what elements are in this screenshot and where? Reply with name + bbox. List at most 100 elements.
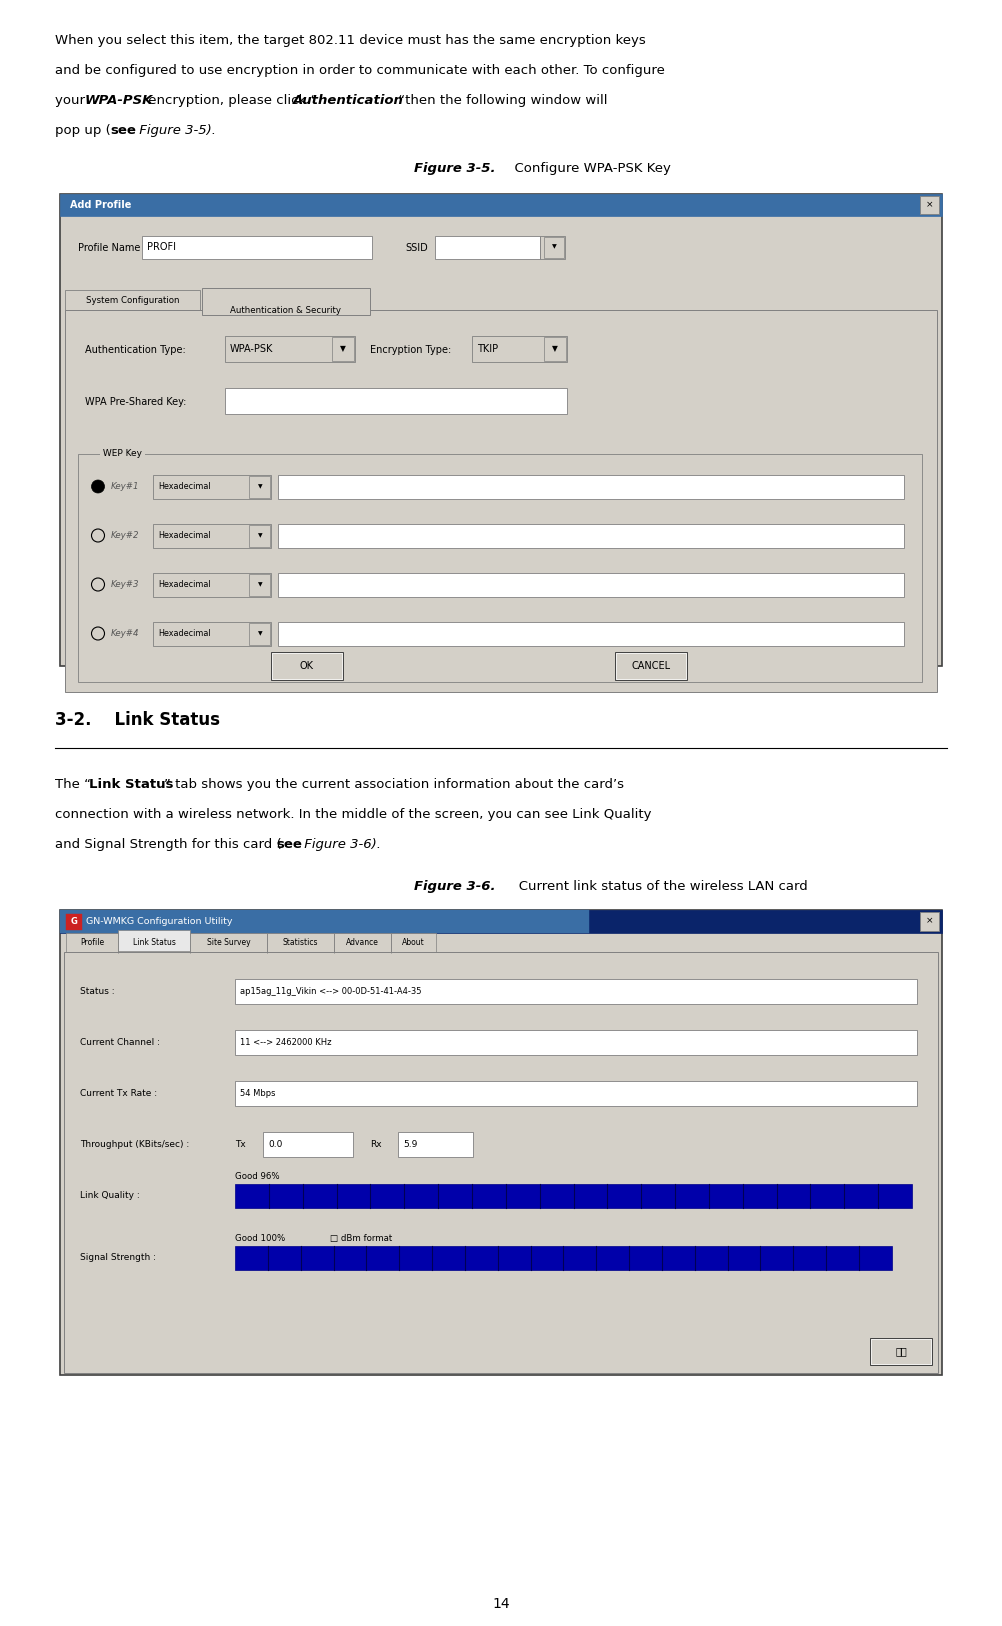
Text: Hexadecimal: Hexadecimal xyxy=(158,481,210,491)
Text: Good 100%: Good 100% xyxy=(235,1234,286,1242)
FancyBboxPatch shape xyxy=(60,193,942,667)
FancyBboxPatch shape xyxy=(278,621,904,646)
FancyBboxPatch shape xyxy=(153,621,271,646)
Text: WPA-PSK: WPA-PSK xyxy=(84,94,153,107)
FancyBboxPatch shape xyxy=(202,288,370,314)
Text: encryption, please click “: encryption, please click “ xyxy=(144,94,318,107)
Text: CANCEL: CANCEL xyxy=(631,660,670,670)
Text: WPA-PSK: WPA-PSK xyxy=(230,345,274,354)
Text: □ dBm format: □ dBm format xyxy=(330,1234,392,1242)
FancyBboxPatch shape xyxy=(332,337,354,361)
FancyBboxPatch shape xyxy=(235,1081,917,1106)
Text: Current Tx Rate :: Current Tx Rate : xyxy=(80,1089,157,1098)
Text: 11 <--> 2462000 KHz: 11 <--> 2462000 KHz xyxy=(240,1037,332,1047)
Text: Figure 3-6.: Figure 3-6. xyxy=(415,880,496,893)
FancyBboxPatch shape xyxy=(60,911,942,932)
FancyBboxPatch shape xyxy=(118,930,190,951)
Text: Throughput (KBits/sec) :: Throughput (KBits/sec) : xyxy=(80,1140,189,1150)
Text: Profile Name: Profile Name xyxy=(78,242,140,252)
Text: WEP Key: WEP Key xyxy=(100,449,145,459)
FancyBboxPatch shape xyxy=(472,337,567,363)
FancyBboxPatch shape xyxy=(235,1029,917,1055)
FancyBboxPatch shape xyxy=(267,932,334,953)
FancyBboxPatch shape xyxy=(278,572,904,597)
FancyBboxPatch shape xyxy=(60,911,942,1376)
Text: ▼: ▼ xyxy=(341,345,347,353)
Text: SSID: SSID xyxy=(405,242,428,252)
FancyBboxPatch shape xyxy=(921,195,939,215)
Text: Authentication Type:: Authentication Type: xyxy=(85,345,185,354)
Text: ×: × xyxy=(926,917,934,925)
FancyBboxPatch shape xyxy=(398,1132,473,1156)
FancyBboxPatch shape xyxy=(225,389,567,415)
Text: see: see xyxy=(110,124,136,137)
FancyBboxPatch shape xyxy=(272,652,342,678)
Text: ▼: ▼ xyxy=(258,582,263,587)
Text: About: About xyxy=(402,938,425,946)
Text: Link Quality :: Link Quality : xyxy=(80,1190,139,1200)
Text: Profile: Profile xyxy=(80,938,104,946)
Text: Advance: Advance xyxy=(346,938,379,946)
Text: Encryption Type:: Encryption Type: xyxy=(370,345,451,354)
Text: Figure 3-5.: Figure 3-5. xyxy=(415,163,496,176)
Text: Hexadecimal: Hexadecimal xyxy=(158,532,210,540)
FancyBboxPatch shape xyxy=(66,914,81,930)
Text: Good 96%: Good 96% xyxy=(235,1172,280,1180)
Text: PROFI: PROFI xyxy=(147,242,176,252)
Text: Statistics: Statistics xyxy=(283,938,319,946)
Text: Add Profile: Add Profile xyxy=(70,200,131,210)
FancyBboxPatch shape xyxy=(190,932,267,953)
FancyBboxPatch shape xyxy=(391,932,436,953)
Text: ▼: ▼ xyxy=(258,631,263,636)
Text: pop up (: pop up ( xyxy=(55,124,111,137)
FancyBboxPatch shape xyxy=(278,475,904,499)
Text: Key#2: Key#2 xyxy=(111,532,139,540)
Text: Configure WPA-PSK Key: Configure WPA-PSK Key xyxy=(506,163,671,176)
FancyBboxPatch shape xyxy=(235,1184,912,1208)
Text: ” tab shows you the current association information about the card’s: ” tab shows you the current association … xyxy=(164,777,624,790)
FancyBboxPatch shape xyxy=(921,912,939,930)
Text: Tx: Tx xyxy=(235,1140,245,1150)
Text: ▼: ▼ xyxy=(552,246,557,250)
Text: 54 Mbps: 54 Mbps xyxy=(240,1089,276,1098)
Text: 3-2.    Link Status: 3-2. Link Status xyxy=(55,711,220,728)
FancyBboxPatch shape xyxy=(225,337,355,363)
FancyBboxPatch shape xyxy=(871,1338,931,1364)
FancyBboxPatch shape xyxy=(65,289,200,312)
Text: “then the following window will: “then the following window will xyxy=(395,94,608,107)
FancyBboxPatch shape xyxy=(235,1246,892,1270)
Text: 確定: 確定 xyxy=(895,1346,907,1356)
Text: see: see xyxy=(277,837,303,850)
FancyBboxPatch shape xyxy=(249,525,270,546)
Text: G: G xyxy=(70,917,77,925)
Circle shape xyxy=(91,480,104,493)
Text: Hexadecimal: Hexadecimal xyxy=(158,629,210,637)
Text: ▼: ▼ xyxy=(258,485,263,489)
Text: The “: The “ xyxy=(55,777,91,790)
FancyBboxPatch shape xyxy=(235,979,917,1003)
Text: System Configuration: System Configuration xyxy=(86,296,179,306)
FancyBboxPatch shape xyxy=(64,951,938,1372)
Text: ×: × xyxy=(926,200,934,210)
Text: 0.0: 0.0 xyxy=(268,1140,283,1148)
FancyBboxPatch shape xyxy=(435,236,540,259)
Text: Current link status of the wireless LAN card: Current link status of the wireless LAN … xyxy=(506,880,808,893)
FancyBboxPatch shape xyxy=(65,309,937,691)
FancyBboxPatch shape xyxy=(60,911,589,932)
Text: Rx: Rx xyxy=(370,1140,382,1150)
Text: ap15ag_11g_Vikin <--> 00-0D-51-41-A4-35: ap15ag_11g_Vikin <--> 00-0D-51-41-A4-35 xyxy=(240,987,422,995)
FancyBboxPatch shape xyxy=(544,236,564,259)
Text: 14: 14 xyxy=(492,1597,510,1611)
FancyBboxPatch shape xyxy=(60,193,942,216)
FancyBboxPatch shape xyxy=(78,454,922,681)
Text: Figure 3-5).: Figure 3-5). xyxy=(134,124,215,137)
FancyBboxPatch shape xyxy=(249,574,270,595)
Text: Signal Strength :: Signal Strength : xyxy=(80,1254,156,1262)
Text: WPA Pre-Shared Key:: WPA Pre-Shared Key: xyxy=(85,397,186,406)
FancyBboxPatch shape xyxy=(870,1338,932,1364)
Text: ▼: ▼ xyxy=(258,533,263,538)
Text: and be configured to use encryption in order to communicate with each other. To : and be configured to use encryption in o… xyxy=(55,63,665,76)
Text: Figure 3-6).: Figure 3-6). xyxy=(300,837,381,850)
Text: ▼: ▼ xyxy=(552,345,558,353)
Text: Hexadecimal: Hexadecimal xyxy=(158,580,210,589)
